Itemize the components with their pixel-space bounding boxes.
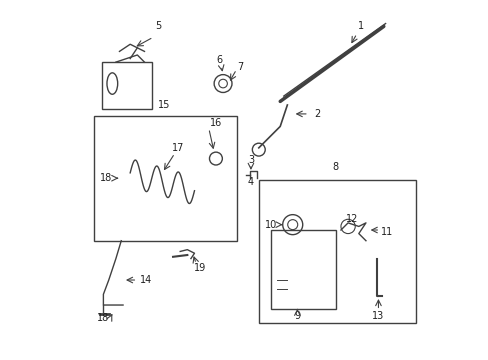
Text: 3: 3 bbox=[247, 156, 253, 165]
Text: 18: 18 bbox=[97, 312, 109, 323]
Text: 13: 13 bbox=[371, 311, 384, 321]
Bar bbox=[102, 62, 151, 109]
Text: 11: 11 bbox=[381, 227, 393, 237]
Text: 18: 18 bbox=[100, 173, 112, 183]
Text: 12: 12 bbox=[345, 214, 357, 224]
Bar bbox=[94, 116, 237, 241]
Bar bbox=[258, 180, 415, 323]
Text: 8: 8 bbox=[332, 162, 338, 172]
Text: 6: 6 bbox=[216, 55, 222, 65]
Text: 4: 4 bbox=[247, 177, 253, 187]
Text: 16: 16 bbox=[209, 118, 222, 128]
Text: 10: 10 bbox=[264, 220, 277, 230]
Text: 15: 15 bbox=[158, 100, 170, 110]
Text: 2: 2 bbox=[314, 109, 320, 119]
Bar bbox=[271, 230, 335, 309]
Text: 19: 19 bbox=[193, 262, 205, 273]
Text: 17: 17 bbox=[172, 143, 184, 153]
Text: 14: 14 bbox=[140, 275, 152, 285]
Text: 5: 5 bbox=[155, 21, 162, 31]
Text: 1: 1 bbox=[357, 21, 363, 31]
Text: 7: 7 bbox=[237, 63, 243, 72]
Text: 9: 9 bbox=[294, 311, 300, 321]
